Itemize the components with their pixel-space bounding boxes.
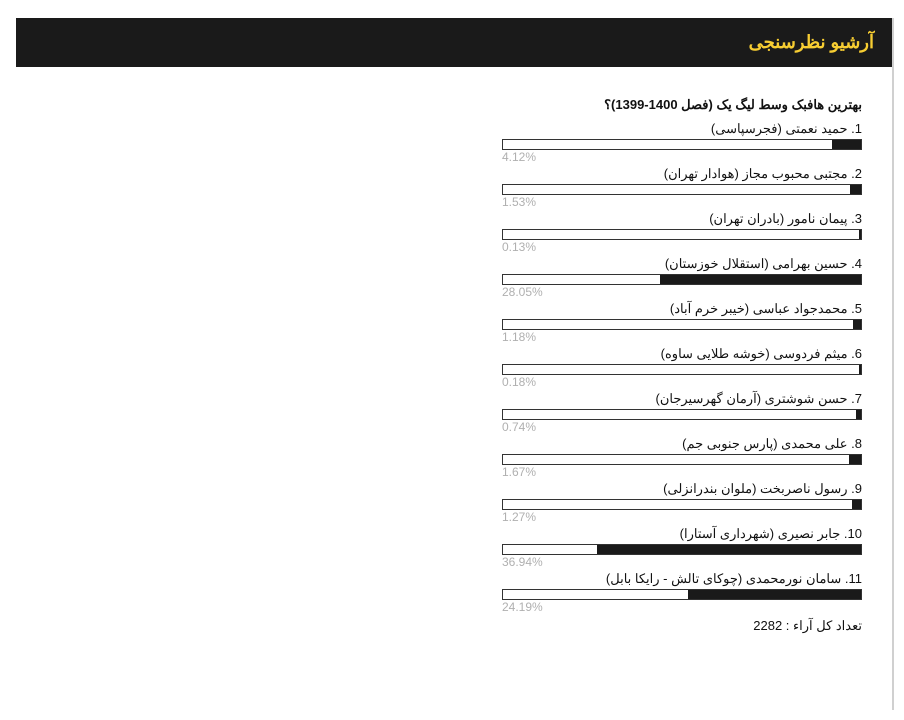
option-percent: 28.05% bbox=[502, 285, 862, 299]
option-percent: 1.27% bbox=[502, 510, 862, 524]
option-label: 4. حسین بهرامی (استقلال خوزستان) bbox=[502, 256, 862, 272]
option-percent: 0.13% bbox=[502, 240, 862, 254]
option-bar-fill bbox=[688, 590, 861, 599]
poll-option: 9. رسول ناصربخت (ملوان بندرانزلی) 1.27% bbox=[502, 481, 862, 524]
option-percent: 1.67% bbox=[502, 465, 862, 479]
option-bar-fill bbox=[597, 545, 861, 554]
option-bar-fill bbox=[832, 140, 861, 149]
poll-archive-panel: آرشیو نظرسنجی بهترین هافبک وسط لیگ یک (ف… bbox=[10, 18, 894, 710]
option-bar-fill bbox=[850, 185, 861, 194]
option-bar bbox=[502, 589, 862, 600]
option-bar-fill bbox=[853, 320, 861, 329]
option-label: 5. محمدجواد عباسی (خیبر خرم آباد) bbox=[502, 301, 862, 317]
option-percent: 36.94% bbox=[502, 555, 862, 569]
option-percent: 0.18% bbox=[502, 375, 862, 389]
option-label: 11. سامان نورمحمدی (چوکای تالش - رایکا ب… bbox=[502, 571, 862, 587]
poll-option: 7. حسن شوشتری (آرمان گهرسیرجان) 0.74% bbox=[502, 391, 862, 434]
poll-option: 5. محمدجواد عباسی (خیبر خرم آباد) 1.18% bbox=[502, 301, 862, 344]
option-bar bbox=[502, 229, 862, 240]
poll-option: 3. پیمان نامور (بادران تهران) 0.13% bbox=[502, 211, 862, 254]
option-label: 8. علی محمدی (پارس جنوبی جم) bbox=[502, 436, 862, 452]
poll-option: 6. میثم فردوسی (خوشه طلایی ساوه) 0.18% bbox=[502, 346, 862, 389]
poll-option: 11. سامان نورمحمدی (چوکای تالش - رایکا ب… bbox=[502, 571, 862, 614]
poll-option: 4. حسین بهرامی (استقلال خوزستان) 28.05% bbox=[502, 256, 862, 299]
option-bar bbox=[502, 499, 862, 510]
panel-content: بهترین هافبک وسط لیگ یک (فصل 1400-1399)؟… bbox=[10, 67, 892, 644]
option-bar-fill bbox=[849, 455, 861, 464]
option-bar bbox=[502, 319, 862, 330]
option-bar bbox=[502, 409, 862, 420]
option-bar bbox=[502, 274, 862, 285]
option-label: 1. حمید نعمتی (فجرسپاسی) bbox=[502, 121, 862, 137]
option-bar-fill bbox=[859, 365, 861, 374]
option-label: 2. مجتبی محبوب مجاز (هوادار تهران) bbox=[502, 166, 862, 182]
option-bar bbox=[502, 454, 862, 465]
option-bar-fill bbox=[859, 230, 861, 239]
panel-title: آرشیو نظرسنجی bbox=[749, 32, 874, 52]
option-label: 3. پیمان نامور (بادران تهران) bbox=[502, 211, 862, 227]
option-bar-fill bbox=[856, 410, 861, 419]
option-bar bbox=[502, 364, 862, 375]
option-percent: 1.53% bbox=[502, 195, 862, 209]
option-label: 6. میثم فردوسی (خوشه طلایی ساوه) bbox=[502, 346, 862, 362]
option-bar bbox=[502, 184, 862, 195]
poll-option: 1. حمید نعمتی (فجرسپاسی) 4.12% bbox=[502, 121, 862, 164]
option-bar bbox=[502, 544, 862, 555]
option-bar-fill bbox=[660, 275, 861, 284]
option-percent: 1.18% bbox=[502, 330, 862, 344]
poll-options: 1. حمید نعمتی (فجرسپاسی) 4.12% 2. مجتبی مح… bbox=[502, 121, 862, 614]
panel-header: آرشیو نظرسنجی bbox=[16, 18, 892, 67]
poll-option: 10. جابر نصیری (شهرداری آستارا) 36.94% bbox=[502, 526, 862, 569]
poll-option: 2. مجتبی محبوب مجاز (هوادار تهران) 1.53% bbox=[502, 166, 862, 209]
option-percent: 0.74% bbox=[502, 420, 862, 434]
poll-question: بهترین هافبک وسط لیگ یک (فصل 1400-1399)؟ bbox=[502, 97, 862, 113]
option-label: 7. حسن شوشتری (آرمان گهرسیرجان) bbox=[502, 391, 862, 407]
option-bar-fill bbox=[852, 500, 861, 509]
option-percent: 24.19% bbox=[502, 600, 862, 614]
option-bar bbox=[502, 139, 862, 150]
option-label: 9. رسول ناصربخت (ملوان بندرانزلی) bbox=[502, 481, 862, 497]
poll-block: بهترین هافبک وسط لیگ یک (فصل 1400-1399)؟… bbox=[502, 97, 862, 634]
option-percent: 4.12% bbox=[502, 150, 862, 164]
poll-option: 8. علی محمدی (پارس جنوبی جم) 1.67% bbox=[502, 436, 862, 479]
total-votes: تعداد کل آراء : 2282 bbox=[502, 618, 862, 634]
option-label: 10. جابر نصیری (شهرداری آستارا) bbox=[502, 526, 862, 542]
